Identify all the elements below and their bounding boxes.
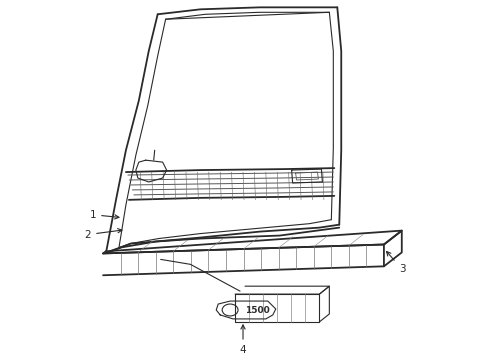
- Text: 1: 1: [90, 210, 119, 220]
- Text: 2: 2: [85, 229, 122, 239]
- Text: 4: 4: [240, 325, 246, 355]
- Text: 1500: 1500: [245, 306, 270, 315]
- Text: 3: 3: [387, 252, 405, 274]
